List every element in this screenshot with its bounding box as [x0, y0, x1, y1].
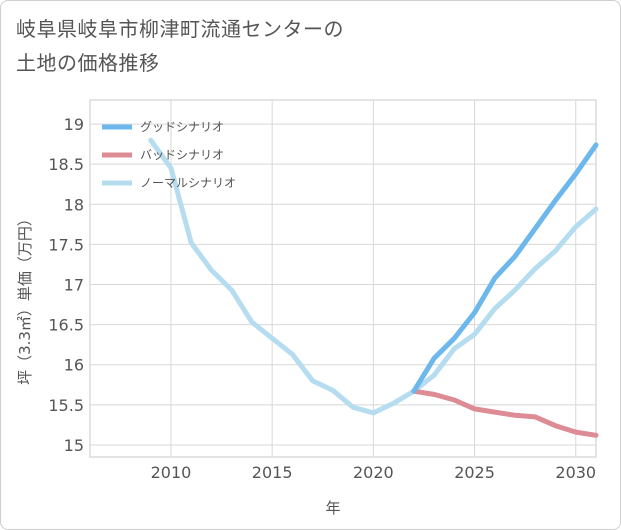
- x-tick-label: 2030: [555, 463, 596, 482]
- y-tick-label: 18: [64, 195, 84, 214]
- x-tick-label: 2010: [151, 463, 192, 482]
- y-tick-label: 17: [64, 276, 84, 295]
- x-axis-label: 年: [325, 499, 340, 517]
- y-tick-label: 18.5: [48, 155, 84, 174]
- x-tick-labels: 2010 2015 2020 2025 2030: [151, 463, 597, 482]
- series-line-2: [148, 137, 599, 416]
- chart-title-line-1: 岐阜県岐阜市柳津町流通センターの: [16, 17, 344, 41]
- legend-label-1[interactable]: バッドシナリオ: [140, 148, 224, 162]
- y-axis-label: 坪（3.3㎡）単価（万円）: [16, 211, 34, 385]
- y-tick-label: 15: [64, 436, 84, 455]
- legend-label-2[interactable]: ノーマルシナリオ: [140, 176, 236, 190]
- x-tick-label: 2015: [252, 463, 293, 482]
- chart-title: 岐阜県岐阜市柳津町流通センターの 土地の価格推移: [16, 12, 344, 80]
- chart-title-line-2: 土地の価格推移: [16, 51, 160, 75]
- series-line-0: [411, 142, 599, 394]
- y-tick-label: 19: [64, 115, 84, 134]
- x-tick-label: 2025: [454, 463, 495, 482]
- y-tick-label: 16: [64, 356, 84, 375]
- x-tick-label: 2020: [353, 463, 394, 482]
- y-tick-label: 16.5: [48, 316, 84, 335]
- legend-label-0[interactable]: グッドシナリオ: [140, 120, 224, 134]
- gridlines: [90, 100, 596, 457]
- series-lines: [148, 137, 599, 438]
- y-tick-label: 15.5: [48, 396, 84, 415]
- y-tick-label: 17.5: [48, 235, 84, 254]
- y-tick-labels: 15 15.5 16 16.5 17 17.5 18 18.5 19: [48, 115, 84, 455]
- series-line-1: [411, 388, 599, 438]
